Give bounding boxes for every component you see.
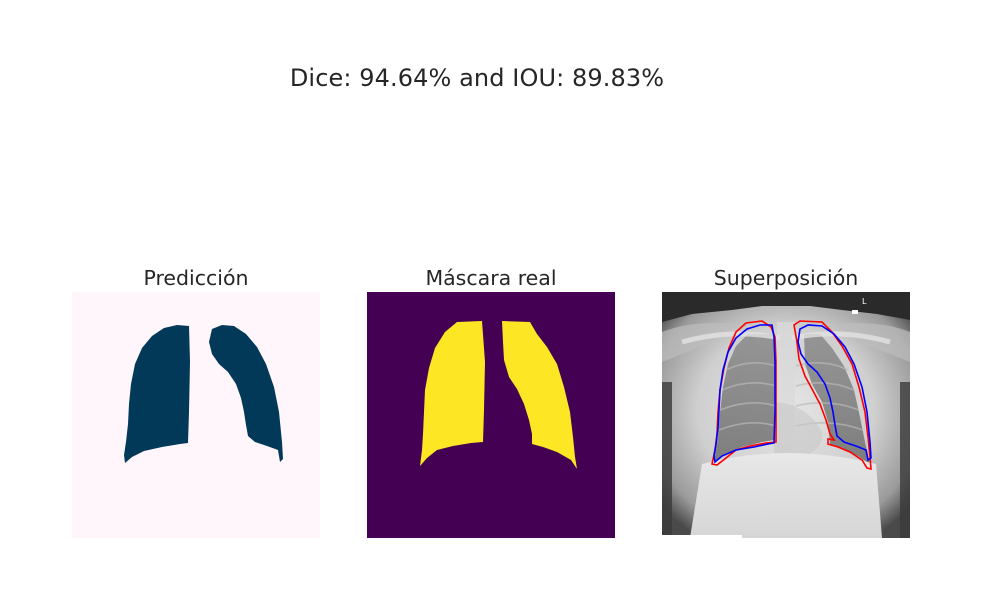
prediction-right-lung: [124, 325, 190, 463]
overlay-panel: Superposición: [662, 264, 910, 540]
prediction-mask-image: [72, 292, 320, 538]
xray-marker-letter: L: [862, 297, 867, 306]
xray-clavicle-left: [791, 331, 891, 345]
overlay-title: Superposición: [713, 266, 859, 290]
xray-clavicle-right: [681, 331, 781, 345]
xray-edge-left: [900, 382, 910, 538]
ground-truth-right-lung: [420, 321, 485, 466]
ground-truth-title: Máscara real: [425, 266, 557, 290]
ground-truth-left-lung: [502, 321, 577, 469]
xray-right-lung-field: [714, 334, 776, 462]
overlay-xray-image: L: [662, 292, 910, 538]
xray-bottom-strip: [662, 535, 742, 538]
ground-truth-panel: Máscara real: [367, 264, 615, 540]
xray-heart: [774, 402, 823, 457]
prediction-title: Predicción: [143, 266, 249, 290]
ground-truth-background: [367, 292, 615, 538]
xray-edge-right: [662, 382, 672, 538]
prediction-contour: [713, 324, 872, 464]
prediction-background: [72, 292, 320, 538]
prediction-left-lung: [209, 325, 283, 462]
figure-suptitle: Dice: 94.64% and IOU: 89.83%: [289, 64, 665, 92]
xray-abdomen: [690, 453, 882, 538]
ground-truth-mask-image: [367, 292, 615, 538]
prediction-panel: Predicción: [72, 264, 320, 540]
xray-marker-box: [852, 310, 858, 314]
xray-left-lung-field: [804, 334, 870, 464]
